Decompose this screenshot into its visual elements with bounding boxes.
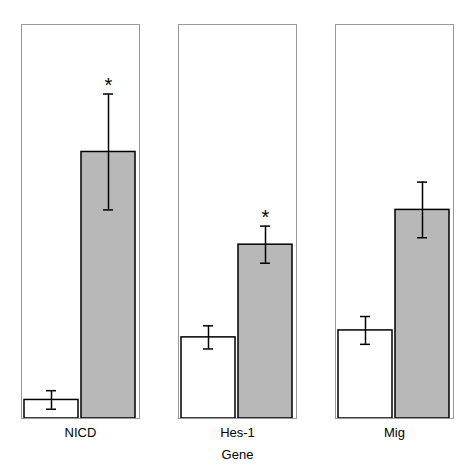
svg-text:Gene: Gene (222, 447, 254, 462)
svg-text:Mig: Mig (384, 425, 405, 440)
svg-text:*: * (105, 74, 113, 96)
svg-text:Hes-1: Hes-1 (220, 425, 255, 440)
svg-text:*: * (262, 206, 270, 228)
svg-text:NICD: NICD (65, 425, 97, 440)
